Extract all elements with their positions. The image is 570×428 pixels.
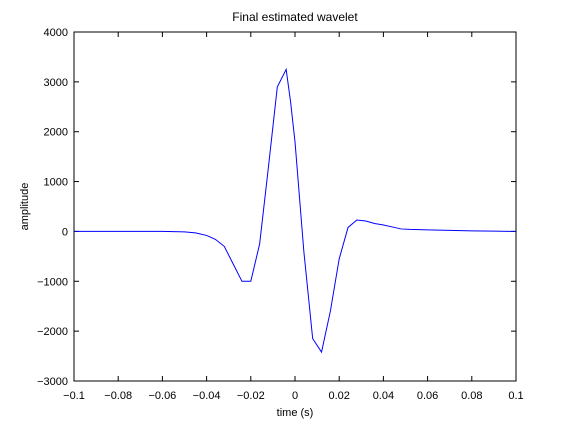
x-tick-label: 0.02	[328, 390, 349, 402]
y-tick-label: 3000	[44, 77, 68, 89]
x-tick-label: −0.08	[104, 390, 132, 402]
y-tick-label: −2000	[37, 326, 68, 338]
x-tick-label: −0.06	[148, 390, 176, 402]
y-tick-label: 4000	[44, 27, 68, 39]
y-tick-label: −3000	[37, 376, 68, 388]
x-tick-label: −0.1	[63, 390, 85, 402]
x-tick-label: 0	[292, 390, 298, 402]
x-tick-label: 0.08	[461, 390, 482, 402]
x-axis-label: time (s)	[277, 407, 314, 419]
x-tick-label: 0.06	[417, 390, 438, 402]
x-tick-label: 0.1	[508, 390, 523, 402]
series-layer	[74, 67, 517, 354]
x-tick-label: −0.02	[237, 390, 265, 402]
chart-title: Final estimated wavelet	[232, 10, 358, 24]
plot-frame	[73, 31, 517, 382]
y-tick-label: −1000	[37, 276, 68, 288]
y-tick-label: 1000	[44, 177, 68, 189]
wavelet-series-line	[74, 67, 517, 354]
x-tick-label: 0.04	[373, 390, 394, 402]
y-tick-label: 2000	[44, 127, 68, 139]
ticks-layer: −0.1 −0.08 −0.06 −0.04 −0.02 0 0.02 0.04 0.06 0.0…	[37, 27, 524, 402]
x-tick-label: −0.04	[193, 390, 221, 402]
y-tick-label: 0	[62, 226, 68, 238]
y-axis-label: amplitude	[19, 183, 31, 231]
